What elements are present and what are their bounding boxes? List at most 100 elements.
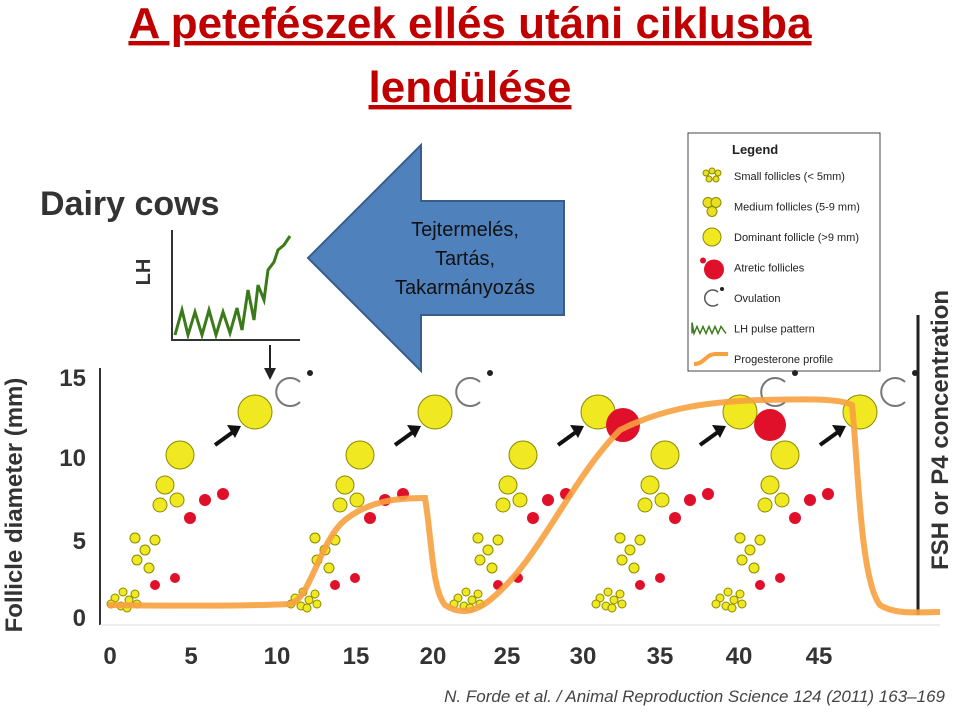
atretic-follicle [822, 488, 834, 500]
inset-axes [171, 230, 300, 341]
follicle [473, 589, 483, 599]
title-line: A petefészek ellés utáni ciklusba [128, 0, 812, 48]
atretic-follicle [789, 512, 801, 524]
legend-icon [705, 175, 713, 183]
follicle [345, 440, 375, 470]
heading: Dairy cows [40, 185, 220, 223]
follicle [634, 534, 646, 546]
follicle [711, 599, 721, 609]
atretic-follicle [542, 494, 554, 506]
follicle [842, 394, 878, 430]
legend: Small follicles (< 5mm) Medium follicles … [691, 167, 860, 366]
follicle [607, 603, 617, 613]
legend-icon [700, 257, 706, 264]
follicle [628, 562, 640, 574]
arrow-head [570, 425, 584, 438]
arrow-text-line: Takarmányozás [395, 277, 535, 299]
legend-label: Atretic follicles [734, 263, 805, 275]
arrow-head [227, 425, 241, 438]
follicle [760, 475, 780, 495]
ticks: 15 10 5 00 5 10 15 20 25 30 35 40 45 [59, 365, 832, 670]
ovulation-dot [307, 370, 313, 376]
y-tick-label: 15 [59, 365, 86, 392]
x-tick-label: 5 [184, 643, 197, 670]
influence-arrow [306, 142, 565, 374]
y-axis-label: Follicle diameter (mm) [1, 378, 28, 633]
follicle [417, 394, 453, 430]
citation: N. Forde et al. / Animal Reproduction Sc… [444, 687, 945, 706]
atretic-follicle [184, 512, 196, 524]
follicle [323, 562, 335, 574]
legend-icon [703, 289, 719, 307]
follicle [614, 532, 626, 544]
arrow [698, 430, 720, 447]
follicle [617, 599, 627, 609]
atretic-follicle [364, 512, 376, 524]
x-tick-label: 25 [494, 643, 521, 670]
follicle [332, 497, 348, 513]
follicle [650, 440, 680, 470]
follicle [129, 532, 141, 544]
follicle [512, 492, 528, 508]
atretic-follicle [755, 580, 765, 590]
x-tick-label: 0 [103, 643, 116, 670]
follicle [131, 554, 143, 566]
atretic-follicle [217, 488, 229, 500]
arrow [393, 430, 415, 447]
atretic-follicle [775, 573, 785, 583]
follicle [149, 534, 161, 546]
x-tick-label: 35 [647, 643, 674, 670]
follicle [735, 589, 745, 599]
atretic-follicle [804, 494, 816, 506]
follicle [734, 532, 746, 544]
ovulation [275, 377, 301, 407]
follicle [309, 532, 321, 544]
follicle [754, 534, 766, 546]
follicle [603, 587, 613, 597]
follicle [312, 599, 322, 609]
follicle [467, 595, 477, 605]
follicle [498, 475, 518, 495]
legend-label: Dominant follicle (>9 mm) [734, 232, 859, 244]
follicle [349, 492, 365, 508]
right-axis-label: FSH or P4 concentration [927, 290, 954, 570]
atretic-follicle [655, 573, 665, 583]
follicle [472, 532, 484, 544]
x-tick-label: 15 [343, 643, 370, 670]
legend-title: Legend [732, 142, 778, 157]
arrow-head [407, 425, 421, 438]
legend-icon [704, 259, 724, 280]
follicle [616, 554, 628, 566]
follicle [304, 595, 314, 605]
follicle-waves [106, 370, 918, 613]
follicle [640, 475, 660, 495]
follicle [152, 497, 168, 513]
follicle [302, 603, 312, 613]
arrow [556, 430, 578, 447]
arrow-head [712, 425, 726, 438]
ovulation-dot [912, 370, 918, 376]
follicle [609, 595, 619, 605]
atretic-follicle [754, 409, 786, 441]
follicle [737, 599, 747, 609]
follicle [130, 589, 140, 599]
y-tick-label: 0 [73, 605, 86, 632]
legend-icon [720, 287, 724, 291]
inset-label: LH [133, 259, 155, 286]
legend-icon [702, 227, 722, 247]
legend-icon [712, 175, 720, 183]
follicle [729, 595, 739, 605]
legend-label: Small follicles (< 5mm) [734, 171, 845, 183]
ovulation-dot [487, 370, 493, 376]
y-tick-label: 10 [59, 445, 86, 472]
follicle [486, 562, 498, 574]
follicle [310, 589, 320, 599]
legend-icon [702, 169, 710, 177]
follicle [492, 534, 504, 546]
ovulation [880, 377, 906, 407]
follicle [637, 497, 653, 513]
follicle [748, 562, 760, 574]
follicle [727, 603, 737, 613]
atretic-follicle [635, 580, 645, 590]
